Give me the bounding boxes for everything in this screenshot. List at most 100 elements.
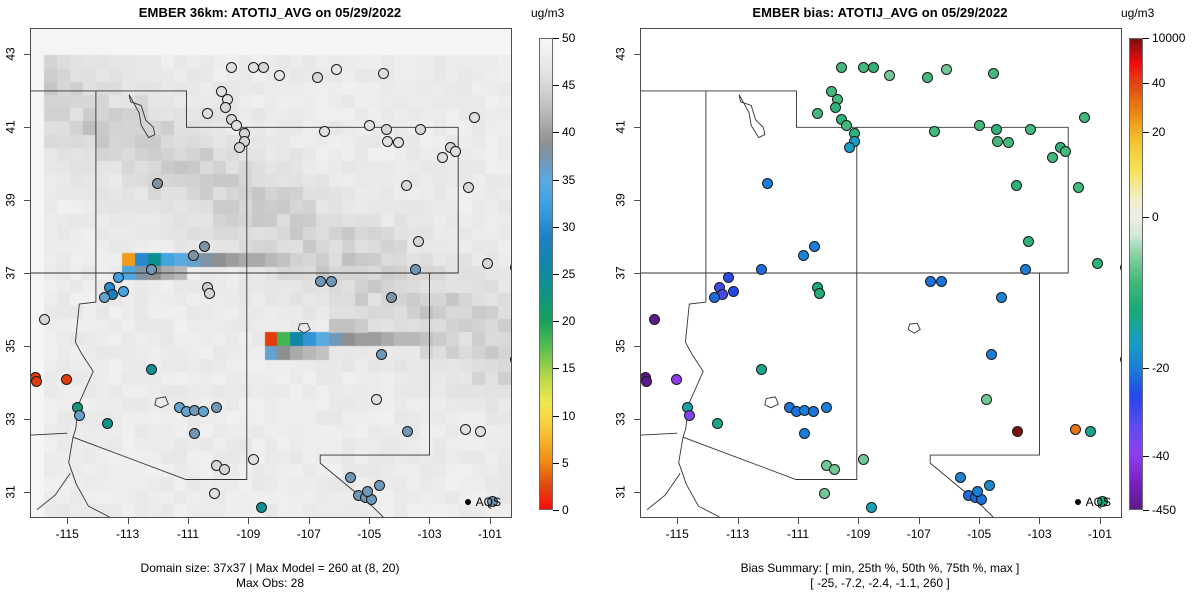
aqs-station-marker[interactable]	[924, 275, 936, 287]
aqs-station-marker[interactable]	[145, 263, 157, 275]
aqs-station-marker[interactable]	[755, 363, 767, 375]
aqs-station-marker[interactable]	[60, 373, 72, 385]
aqs-station-marker[interactable]	[330, 63, 342, 75]
aqs-station-marker[interactable]	[829, 101, 841, 113]
aqs-station-marker[interactable]	[363, 119, 375, 131]
aqs-station-marker[interactable]	[459, 423, 471, 435]
aqs-station-marker[interactable]	[867, 61, 879, 73]
aqs-station-marker[interactable]	[188, 427, 200, 439]
aqs-station-marker[interactable]	[474, 425, 486, 437]
aqs-station-marker[interactable]	[1010, 179, 1022, 191]
aqs-station-marker[interactable]	[980, 393, 992, 405]
aqs-station-marker[interactable]	[670, 373, 682, 385]
aqs-station-marker[interactable]	[38, 313, 50, 325]
aqs-station-marker[interactable]	[991, 135, 1003, 147]
aqs-station-marker[interactable]	[381, 135, 393, 147]
aqs-station-marker[interactable]	[486, 495, 498, 507]
aqs-station-marker[interactable]	[468, 111, 480, 123]
aqs-station-marker[interactable]	[375, 348, 387, 360]
aqs-station-marker[interactable]	[813, 287, 825, 299]
aqs-station-marker[interactable]	[990, 123, 1002, 135]
aqs-station-marker[interactable]	[1122, 410, 1123, 421]
aqs-station-marker[interactable]	[840, 119, 852, 131]
aqs-station-marker[interactable]	[187, 249, 199, 261]
aqs-station-marker[interactable]	[385, 291, 397, 303]
aqs-station-marker[interactable]	[230, 119, 242, 131]
aqs-station-marker[interactable]	[995, 291, 1007, 303]
aqs-station-marker[interactable]	[449, 145, 461, 157]
aqs-station-marker[interactable]	[987, 67, 999, 79]
aqs-station-marker[interactable]	[233, 141, 245, 153]
aqs-station-marker[interactable]	[370, 393, 382, 405]
aqs-station-marker[interactable]	[197, 405, 209, 417]
aqs-station-marker[interactable]	[865, 501, 877, 513]
aqs-station-marker[interactable]	[648, 313, 660, 325]
aqs-station-marker[interactable]	[225, 61, 237, 73]
aqs-station-marker[interactable]	[973, 119, 985, 131]
aqs-station-marker[interactable]	[940, 63, 952, 75]
aqs-station-marker[interactable]	[98, 291, 110, 303]
aqs-station-marker[interactable]	[400, 179, 412, 191]
aqs-station-marker[interactable]	[31, 375, 42, 387]
aqs-station-marker[interactable]	[117, 285, 129, 297]
aqs-station-marker[interactable]	[311, 71, 323, 83]
aqs-station-marker[interactable]	[1084, 425, 1096, 437]
aqs-station-marker[interactable]	[219, 101, 231, 113]
aqs-station-marker[interactable]	[318, 125, 330, 137]
aqs-station-marker[interactable]	[843, 141, 855, 153]
aqs-station-marker[interactable]	[807, 405, 819, 417]
aqs-station-marker[interactable]	[883, 69, 895, 81]
aqs-station-marker[interactable]	[112, 271, 124, 283]
aqs-station-marker[interactable]	[218, 463, 230, 475]
aqs-station-marker[interactable]	[798, 427, 810, 439]
aqs-station-marker[interactable]	[983, 479, 995, 491]
aqs-station-marker[interactable]	[151, 177, 163, 189]
aqs-station-marker[interactable]	[215, 85, 227, 97]
aqs-station-marker[interactable]	[1069, 423, 1081, 435]
aqs-station-marker[interactable]	[811, 107, 823, 119]
aqs-station-marker[interactable]	[210, 401, 222, 413]
aqs-station-marker[interactable]	[73, 409, 85, 421]
aqs-station-marker[interactable]	[409, 263, 421, 275]
map-plot-area-model[interactable]: AQS	[30, 28, 512, 518]
aqs-station-marker[interactable]	[247, 453, 259, 465]
aqs-station-marker[interactable]	[808, 240, 820, 252]
aqs-station-marker[interactable]	[512, 410, 513, 421]
aqs-station-marker[interactable]	[1078, 111, 1090, 123]
aqs-station-marker[interactable]	[935, 275, 947, 287]
aqs-station-marker[interactable]	[208, 487, 220, 499]
aqs-station-marker[interactable]	[101, 417, 113, 429]
aqs-station-marker[interactable]	[344, 471, 356, 483]
aqs-station-marker[interactable]	[755, 263, 767, 275]
aqs-station-marker[interactable]	[683, 409, 695, 421]
aqs-station-marker[interactable]	[727, 285, 739, 297]
aqs-station-marker[interactable]	[857, 61, 869, 73]
aqs-station-marker[interactable]	[314, 275, 326, 287]
aqs-station-marker[interactable]	[641, 375, 652, 387]
aqs-station-marker[interactable]	[373, 479, 385, 491]
aqs-station-marker[interactable]	[1002, 136, 1014, 148]
aqs-station-marker[interactable]	[828, 463, 840, 475]
aqs-station-marker[interactable]	[361, 485, 373, 497]
aqs-station-marker[interactable]	[380, 123, 392, 135]
aqs-station-marker[interactable]	[201, 107, 213, 119]
aqs-station-marker[interactable]	[761, 177, 773, 189]
aqs-station-marker[interactable]	[325, 275, 337, 287]
aqs-station-marker[interactable]	[512, 434, 513, 445]
map-plot-area-bias[interactable]: AQS	[640, 28, 1122, 518]
aqs-station-marker[interactable]	[985, 348, 997, 360]
aqs-station-marker[interactable]	[203, 287, 215, 299]
aqs-station-marker[interactable]	[711, 417, 723, 429]
aqs-station-marker[interactable]	[797, 249, 809, 261]
aqs-station-marker[interactable]	[198, 240, 210, 252]
aqs-station-marker[interactable]	[412, 235, 424, 247]
aqs-station-marker[interactable]	[857, 453, 869, 465]
aqs-station-marker[interactable]	[392, 136, 404, 148]
aqs-station-marker[interactable]	[954, 471, 966, 483]
aqs-station-marker[interactable]	[1072, 181, 1084, 193]
aqs-station-marker[interactable]	[462, 181, 474, 193]
aqs-station-marker[interactable]	[257, 61, 269, 73]
aqs-station-marker[interactable]	[1122, 434, 1123, 445]
aqs-station-marker[interactable]	[414, 123, 426, 135]
aqs-station-marker[interactable]	[145, 363, 157, 375]
